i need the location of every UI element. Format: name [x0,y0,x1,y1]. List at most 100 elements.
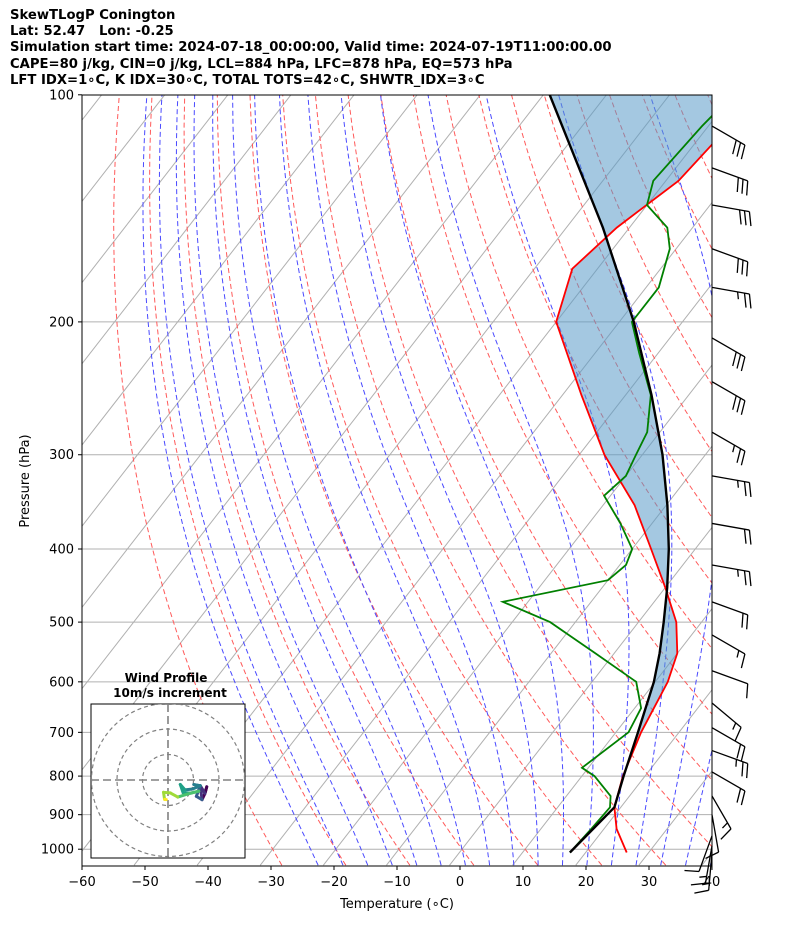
moist-adiabat [380,95,564,866]
y-tick-label: 200 [49,315,74,330]
wind-barb-staff [711,670,748,685]
wind-barb-flag [740,144,746,160]
x-tick-label: 30 [641,875,658,890]
hodograph-subtitle: 10m/s increment [113,686,227,700]
wind-barb-flag [734,727,742,741]
dry-adiabat [314,95,667,866]
isotherm [82,95,229,284]
isotherm [82,95,355,446]
wind-barb-flag [732,139,737,155]
wind-barb-flag [740,790,746,806]
wind-barb-flag [740,356,746,372]
wind-barb-flag [746,180,749,196]
wind-barb-flag [743,293,747,308]
y-axis-label: Pressure (hPa) [18,434,33,527]
dewpoint-profile [499,114,712,854]
y-tick-label: 500 [49,616,74,631]
wind-barb-half-flag [736,291,740,300]
wind-barb-flag [741,179,744,194]
y-axis-ticks: 100 200 300 400 500 600 700 800 900 1000 [41,88,82,858]
dry-adiabat [773,95,794,865]
wind-barb-flag [736,142,742,157]
wind-barb-half-flag [736,480,740,488]
wind-barb-flag [748,529,752,545]
wind-barb [690,845,713,886]
moist-adiabat [307,95,515,866]
wind-barb-flag [743,570,747,586]
isotherm [82,95,481,609]
wind-barb-flag [740,450,746,466]
wind-barb-flag [690,882,706,886]
hodograph-rings [91,704,245,858]
wind-barb-staff [711,564,750,573]
x-tick-label: −40 [194,875,221,890]
wind-barb [711,431,746,466]
wind-barb-flag [746,763,749,779]
wind-barb-staff [711,814,720,853]
moist-adiabat [212,95,418,866]
wind-barb-flag [720,828,732,840]
wind-barb-flag [684,869,700,873]
dry-adiabat [445,95,712,650]
wind-barb-staff [711,286,750,295]
x-tick-label: 0 [456,875,464,890]
wind-barb-half-flag [702,882,710,886]
wind-barb-half-flag [699,875,707,878]
dry-adiabat [183,95,411,866]
wind-barb [711,749,749,779]
wind-barb-staff [711,431,746,452]
x-tick-label: 20 [578,875,595,890]
wind-barb-flag [740,746,746,761]
wind-barb-flag [746,683,749,699]
moist-adiabat [175,95,369,866]
dry-adiabat [347,95,712,848]
chart-header: SkewTLogP Conington Lat: 52.47 Lon: -0.25… [10,8,612,89]
dry-adiabat [707,95,712,106]
x-tick-label: −10 [383,875,410,890]
moist-adiabat [649,95,712,866]
wind-barb [711,248,749,277]
hodograph-title: Wind Profile [125,671,208,685]
wind-barbs [684,125,752,894]
x-tick-label: 10 [515,875,532,890]
x-tick-label: −30 [257,875,284,890]
wind-barb [694,852,713,894]
wind-barb [711,601,749,630]
y-tick-label: 600 [49,675,74,690]
wind-barb-flag [741,761,744,777]
wind-barb-flag [732,395,737,410]
isotherm [765,95,794,865]
header-line-5: LFT IDX=1∘C, K IDX=30∘C, TOTAL TOTS=42∘C… [10,72,485,88]
dry-adiabat [282,95,603,866]
x-tick-label: −20 [320,875,347,890]
isotherm [701,851,712,866]
moist-adiabat [142,95,319,866]
dry-adiabat [740,95,794,865]
y-tick-label: 700 [49,726,74,741]
wind-barb [711,125,746,160]
wind-barb-staff [711,204,750,213]
wind-barb-half-flag [732,444,736,453]
wind-barb-staff [711,702,742,728]
wind-barb [711,702,742,741]
wind-barb-staff [711,248,748,263]
wind-barb [711,670,749,699]
wind-barb-staff [711,771,746,792]
wind-barb [711,167,749,196]
y-tick-label: 100 [49,88,74,103]
header-line-2: Lat: 52.47 Lon: -0.25 [10,24,174,40]
wind-barb-flag [736,258,739,273]
header-line-1: SkewTLogP Conington [10,8,176,23]
dry-adiabat [412,95,712,715]
wind-barb-flag [732,351,737,367]
wind-barb-flag [746,261,749,277]
y-tick-label: 300 [49,448,74,463]
header-line-4: CAPE=80 j/kg, CIN=0 j/kg, LCL=884 hPa, L… [10,56,513,72]
wind-barb-staff [711,634,746,655]
wind-barb-half-flag [732,722,737,730]
wind-barb [711,381,746,415]
wind-barb-flag [743,210,747,226]
wind-barb-flag [748,211,752,227]
wind-barb-flag [743,529,747,544]
wind-barb [711,771,746,806]
